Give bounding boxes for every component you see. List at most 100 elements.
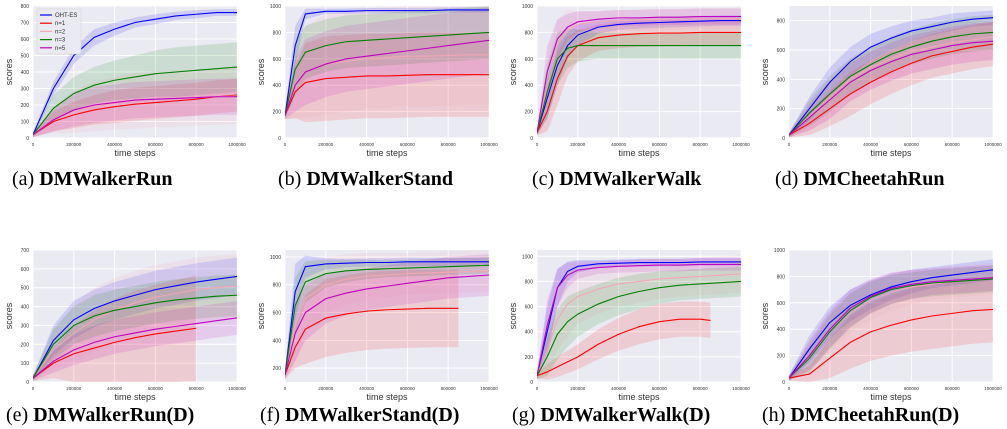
y-tick-label: 600 [273,311,282,317]
series-line [285,39,489,116]
series-line [537,273,741,376]
caption-letter: (c) [532,168,555,190]
caption-title: DMWalkerWalk(D) [540,404,711,426]
y-tick-label: 600 [777,48,786,54]
series-band [789,265,993,381]
x-tick-label: 400000 [107,386,123,391]
y-tick-label: 200 [273,110,282,116]
caption-b: (b) DMWalkerStand [278,168,453,191]
series-band [789,263,993,381]
y-tick-label: 600 [525,57,534,63]
y-axis-label: scores [508,302,518,329]
x-tick-label: 0 [536,142,539,147]
x-tick-label: 0 [284,386,287,391]
caption-d: (d) DMCheetahRun [775,168,944,191]
y-tick-label: 200 [273,366,282,372]
caption-letter: (h) [762,404,786,426]
y-tick-label: 800 [525,279,534,285]
series-band [789,22,993,138]
x-tick-label: 800000 [441,142,457,147]
caption-h: (h) DMCheetahRun(D) [762,404,959,427]
y-tick-label: 600 [777,301,786,307]
y-tick-label: 500 [21,286,30,292]
x-axis-label: time steps [366,148,408,158]
plot-area [33,250,237,382]
x-tick-label: 600000 [904,142,920,147]
series-band [33,78,237,138]
caption-c: (c) DMWalkerWalk [532,168,701,191]
y-tick-label: 700 [21,248,30,254]
caption-letter: (f) [260,404,280,426]
x-tick-label: 600000 [904,386,920,391]
legend-label: n=1 [55,21,66,27]
panel-c: 0 200 400 600 800 1000 0 200000 400000 600000 8000… [508,4,750,158]
x-tick-label: 600000 [148,386,164,391]
y-tick-label: 0 [530,380,533,386]
series-band [537,258,741,380]
x-tick-label: 1000000 [984,142,1002,147]
series-line [537,19,741,133]
x-tick-label: 400000 [611,386,627,391]
series-line [789,278,993,379]
panel-f: 200 400 600 800 1000 0 200000 400000 600000 80000… [256,250,498,402]
y-tick-label: 300 [21,87,30,93]
plot-area [789,250,993,382]
series-line [789,269,993,379]
x-tick-label: 800000 [189,386,205,391]
caption-title: DMWalkerRun [39,168,173,190]
series-band [33,274,237,382]
x-tick-label: 800000 [693,142,709,147]
x-tick-label: 600000 [652,386,668,391]
y-tick-label: 0 [26,380,29,386]
legend-label: OHT-ES [55,13,77,19]
series-line [789,36,993,136]
panel-e: 0 100 200 300 400 500 600 700 0 200000 400000 60000… [4,248,246,402]
series-line [537,17,741,133]
x-tick-label: 200000 [66,386,82,391]
caption-letter: (a) [12,168,35,190]
x-tick-label: 1000000 [732,142,750,147]
x-tick-label: 0 [788,386,791,391]
y-tick-label: 0 [782,380,785,386]
x-axis-label: time steps [114,148,156,158]
x-tick-label: 200000 [570,142,586,147]
series-band [537,255,741,380]
series-line [789,31,993,136]
y-tick-label: 100 [21,120,30,126]
series-line [285,9,489,116]
series-line [33,96,237,136]
caption-title: DMWalkerStand [306,168,454,190]
y-axis-label: scores [4,58,14,85]
x-tick-label: 800000 [945,386,961,391]
series-band [789,22,993,138]
x-axis-label: time steps [114,392,156,402]
caption-f: (f) DMWalkerStand(D) [260,404,459,427]
series-line [33,66,237,136]
x-tick-label: 0 [536,386,539,391]
series-line [33,294,237,379]
series-line [285,274,489,376]
y-tick-label: 800 [273,30,282,36]
series-line [285,264,489,376]
y-tick-label: 800 [21,4,30,10]
series-line [789,17,993,136]
y-axis-label: scores [508,58,518,85]
series-line [33,327,197,379]
y-tick-label: 600 [21,37,30,43]
caption-title: DMWalkerRun(D) [33,404,195,426]
x-tick-label: 200000 [570,386,586,391]
series-line [33,94,237,136]
x-tick-label: 400000 [611,142,627,147]
legend-label: n=2 [55,29,66,35]
panel-g: 0 200 400 600 800 1000 0 200000 400000 600000 8000… [508,250,750,402]
x-tick-label: 800000 [441,386,457,391]
series-line [789,40,993,136]
series-line [789,43,993,136]
y-tick-label: 800 [525,30,534,36]
caption-e: (e) DMWalkerRun(D) [6,404,194,427]
y-tick-label: 800 [777,274,786,280]
x-tick-label: 600000 [148,142,164,147]
series-band [33,253,237,382]
x-tick-label: 1000000 [480,142,498,147]
